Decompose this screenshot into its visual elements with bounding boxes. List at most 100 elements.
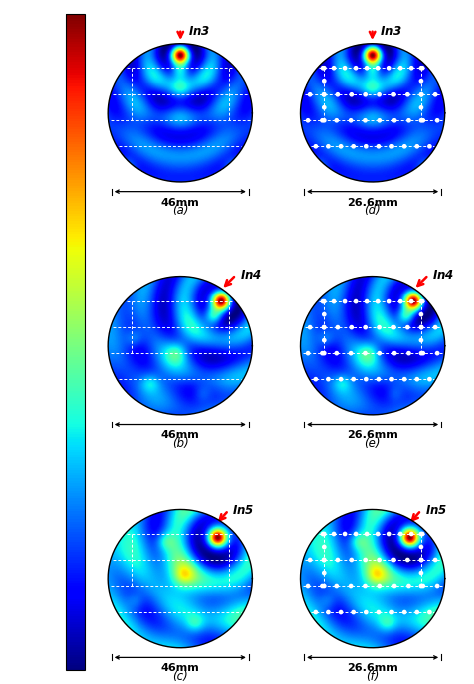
Circle shape <box>352 144 356 148</box>
Circle shape <box>428 144 431 148</box>
Circle shape <box>378 352 382 355</box>
Circle shape <box>407 584 410 588</box>
Circle shape <box>336 92 339 96</box>
Circle shape <box>392 352 396 355</box>
Circle shape <box>332 66 336 70</box>
Text: (e): (e) <box>365 437 381 450</box>
Circle shape <box>378 118 382 122</box>
Text: 26.6mm: 26.6mm <box>347 430 398 440</box>
Circle shape <box>323 326 326 329</box>
Circle shape <box>419 105 423 109</box>
Circle shape <box>415 378 419 381</box>
Circle shape <box>321 584 324 588</box>
Circle shape <box>428 378 431 381</box>
Circle shape <box>323 66 326 70</box>
Circle shape <box>321 532 325 536</box>
Circle shape <box>388 300 391 303</box>
Circle shape <box>365 144 368 148</box>
Circle shape <box>352 378 356 381</box>
Circle shape <box>323 300 326 303</box>
Circle shape <box>419 558 423 562</box>
Circle shape <box>349 118 353 122</box>
Text: (d): (d) <box>364 205 381 218</box>
Circle shape <box>419 326 423 329</box>
Circle shape <box>314 610 318 614</box>
Circle shape <box>376 300 380 303</box>
Circle shape <box>355 300 358 303</box>
Circle shape <box>419 300 423 303</box>
Text: (f): (f) <box>366 670 379 683</box>
Circle shape <box>336 326 339 329</box>
Text: $\bfit{In 3}$: $\bfit{In 3}$ <box>380 25 402 38</box>
Circle shape <box>327 610 330 614</box>
Circle shape <box>321 66 325 70</box>
Circle shape <box>406 558 409 562</box>
Circle shape <box>323 584 326 588</box>
Circle shape <box>350 92 354 96</box>
Circle shape <box>307 584 310 588</box>
Circle shape <box>399 66 402 70</box>
Text: (b): (b) <box>172 437 189 450</box>
Circle shape <box>349 584 353 588</box>
Circle shape <box>419 558 423 562</box>
Circle shape <box>407 118 410 122</box>
Circle shape <box>419 79 423 83</box>
Circle shape <box>415 144 419 148</box>
Circle shape <box>365 532 369 536</box>
Circle shape <box>377 144 381 148</box>
Circle shape <box>420 532 424 536</box>
Circle shape <box>339 378 343 381</box>
Circle shape <box>434 92 437 96</box>
Circle shape <box>355 532 358 536</box>
Circle shape <box>407 352 410 355</box>
Circle shape <box>406 326 409 329</box>
Circle shape <box>378 584 382 588</box>
Circle shape <box>364 118 367 122</box>
Circle shape <box>323 339 326 342</box>
Circle shape <box>327 378 330 381</box>
Circle shape <box>392 92 395 96</box>
Circle shape <box>323 118 326 122</box>
Circle shape <box>314 144 318 148</box>
Circle shape <box>365 610 368 614</box>
Circle shape <box>410 532 413 536</box>
Circle shape <box>377 378 381 381</box>
Circle shape <box>419 339 423 342</box>
Circle shape <box>420 66 424 70</box>
Circle shape <box>419 571 423 575</box>
Circle shape <box>350 326 354 329</box>
Text: $\bfit{In 5}$: $\bfit{In 5}$ <box>232 503 255 516</box>
Circle shape <box>419 352 423 355</box>
Text: $\bfit{In 4}$: $\bfit{In 4}$ <box>432 269 454 282</box>
Circle shape <box>376 532 380 536</box>
Circle shape <box>323 545 326 549</box>
Circle shape <box>365 66 369 70</box>
Circle shape <box>434 558 437 562</box>
Circle shape <box>327 144 330 148</box>
Circle shape <box>352 610 356 614</box>
Circle shape <box>378 326 381 329</box>
Circle shape <box>392 558 395 562</box>
Circle shape <box>365 300 369 303</box>
Circle shape <box>406 92 409 96</box>
Circle shape <box>364 352 367 355</box>
Circle shape <box>323 571 326 575</box>
Circle shape <box>436 584 439 588</box>
Circle shape <box>419 313 423 316</box>
Circle shape <box>390 610 393 614</box>
Circle shape <box>365 378 368 381</box>
Circle shape <box>323 532 326 536</box>
Circle shape <box>392 118 396 122</box>
Text: $\bfit{In 4}$: $\bfit{In 4}$ <box>240 269 262 282</box>
Circle shape <box>415 610 419 614</box>
Circle shape <box>321 300 325 303</box>
Circle shape <box>428 610 431 614</box>
Circle shape <box>419 92 423 96</box>
Circle shape <box>323 313 326 316</box>
Circle shape <box>419 92 423 96</box>
Circle shape <box>419 118 423 122</box>
Circle shape <box>421 352 424 355</box>
Circle shape <box>323 558 326 562</box>
Circle shape <box>339 144 343 148</box>
Circle shape <box>344 66 346 70</box>
